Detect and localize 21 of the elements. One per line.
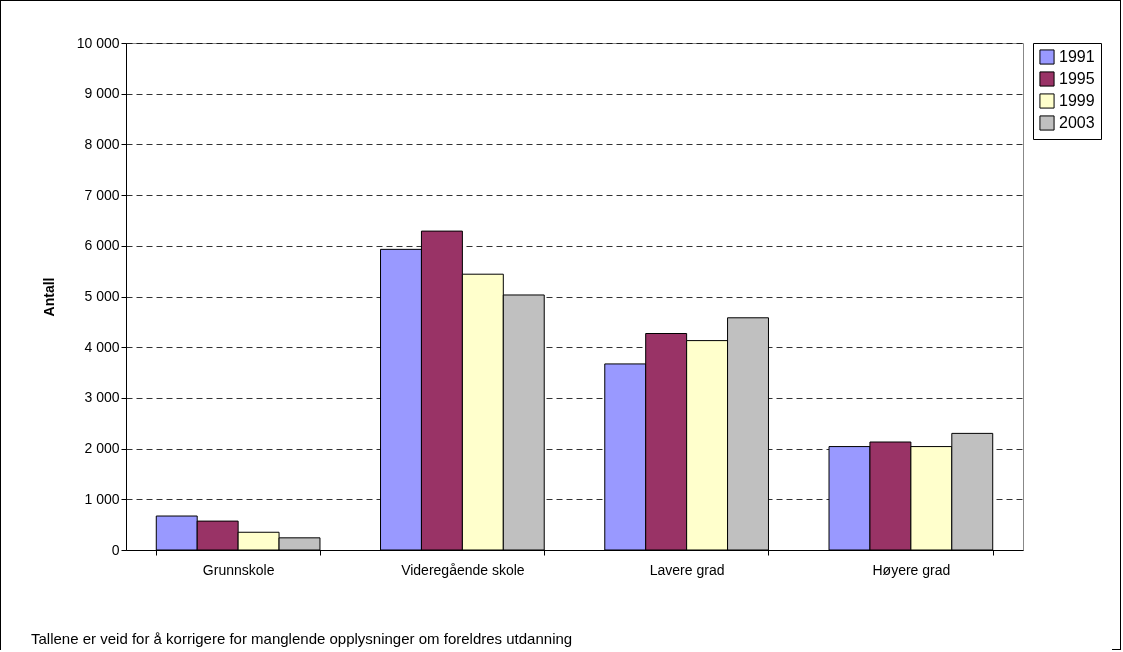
y-tick-label: 2 000 bbox=[84, 440, 120, 457]
y-tick-label: 10 000 bbox=[76, 34, 120, 51]
y-tick-label: 9 000 bbox=[84, 85, 120, 102]
legend-label: 2003 bbox=[1059, 114, 1095, 131]
legend-label: 1995 bbox=[1059, 70, 1095, 87]
y-tick-label: 0 bbox=[111, 541, 120, 558]
x-tick-label: Videregående skole bbox=[401, 561, 525, 578]
y-tick-label: 5 000 bbox=[84, 288, 120, 304]
y-axis-title: Antall bbox=[40, 277, 57, 317]
y-tick-label: 1 000 bbox=[84, 490, 120, 507]
y-tick-label: 3 000 bbox=[84, 389, 120, 406]
legend-label: 1991 bbox=[1059, 48, 1095, 65]
x-tick-label: Høyere grad bbox=[872, 561, 951, 578]
text: Tallene er veid for å korrigere for manglende opplysninger om foreldres utdanning bbox=[31, 630, 573, 647]
y-tick-label: 7 000 bbox=[84, 186, 120, 203]
y-tick-label: 4 000 bbox=[84, 338, 120, 355]
y-tick-label: 8 000 bbox=[84, 135, 120, 152]
legend-label: 1999 bbox=[1059, 92, 1095, 109]
x-tick-label: Lavere grad bbox=[649, 561, 725, 578]
y-tick-label: 6 000 bbox=[84, 237, 120, 254]
x-tick-label: Grunnskole bbox=[202, 561, 275, 578]
